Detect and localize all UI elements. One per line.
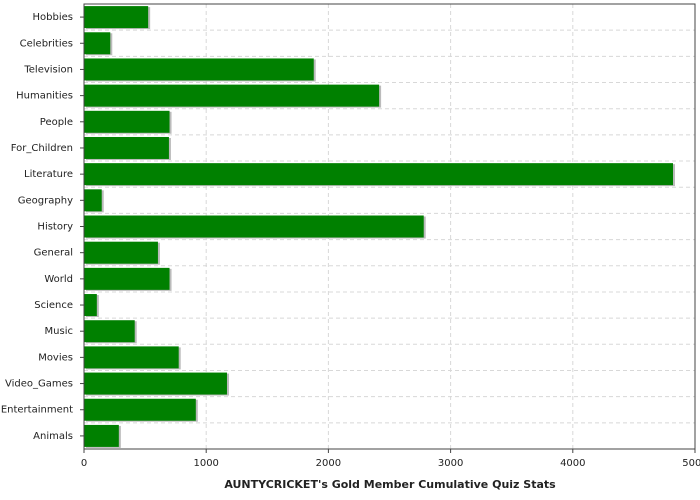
bar <box>84 6 149 29</box>
y-tick-label: Animals <box>33 431 73 442</box>
x-axis-title: AUNTYCRICKET's Gold Member Cumulative Qu… <box>224 478 556 491</box>
bar <box>84 398 196 421</box>
bar <box>84 32 111 55</box>
bar <box>84 136 169 159</box>
bar <box>84 110 170 133</box>
y-tick-label: Entertainment <box>1 405 73 416</box>
bar <box>84 189 102 212</box>
y-tick-label: Hobbies <box>33 12 73 23</box>
bar <box>84 215 424 238</box>
bar <box>84 346 179 369</box>
bar <box>84 58 314 81</box>
bar <box>84 372 227 395</box>
y-tick-label: Science <box>34 300 73 311</box>
bar <box>84 267 170 290</box>
y-tick-label: For_Children <box>11 143 73 154</box>
bar <box>84 424 119 447</box>
bar <box>84 241 158 264</box>
bar <box>84 294 97 317</box>
plot-frame <box>83 3 696 450</box>
x-tick-label: 3000 <box>438 458 463 469</box>
bar <box>84 84 380 107</box>
y-tick-label: Humanities <box>16 91 73 102</box>
x-tick-label: 2000 <box>316 458 341 469</box>
y-tick-label: Literature <box>24 169 73 180</box>
bar <box>84 320 135 343</box>
x-tick-label: 4000 <box>560 458 585 469</box>
y-tick-label: Geography <box>18 195 73 206</box>
y-tick-label: World <box>44 274 73 285</box>
bar <box>84 163 674 186</box>
y-tick-label: History <box>37 222 73 233</box>
y-tick-label: Music <box>45 326 73 337</box>
y-tick-label: Video_Games <box>5 379 73 390</box>
y-tick-label: Celebrities <box>20 38 73 49</box>
y-tick-label: Movies <box>38 352 73 363</box>
x-tick-label: 5000 <box>682 458 700 469</box>
x-tick-label: 0 <box>81 458 87 469</box>
y-tick-label: General <box>34 248 73 259</box>
x-tick-label: 1000 <box>193 458 218 469</box>
y-tick-label: Television <box>23 64 73 75</box>
y-tick-label: People <box>40 117 73 128</box>
